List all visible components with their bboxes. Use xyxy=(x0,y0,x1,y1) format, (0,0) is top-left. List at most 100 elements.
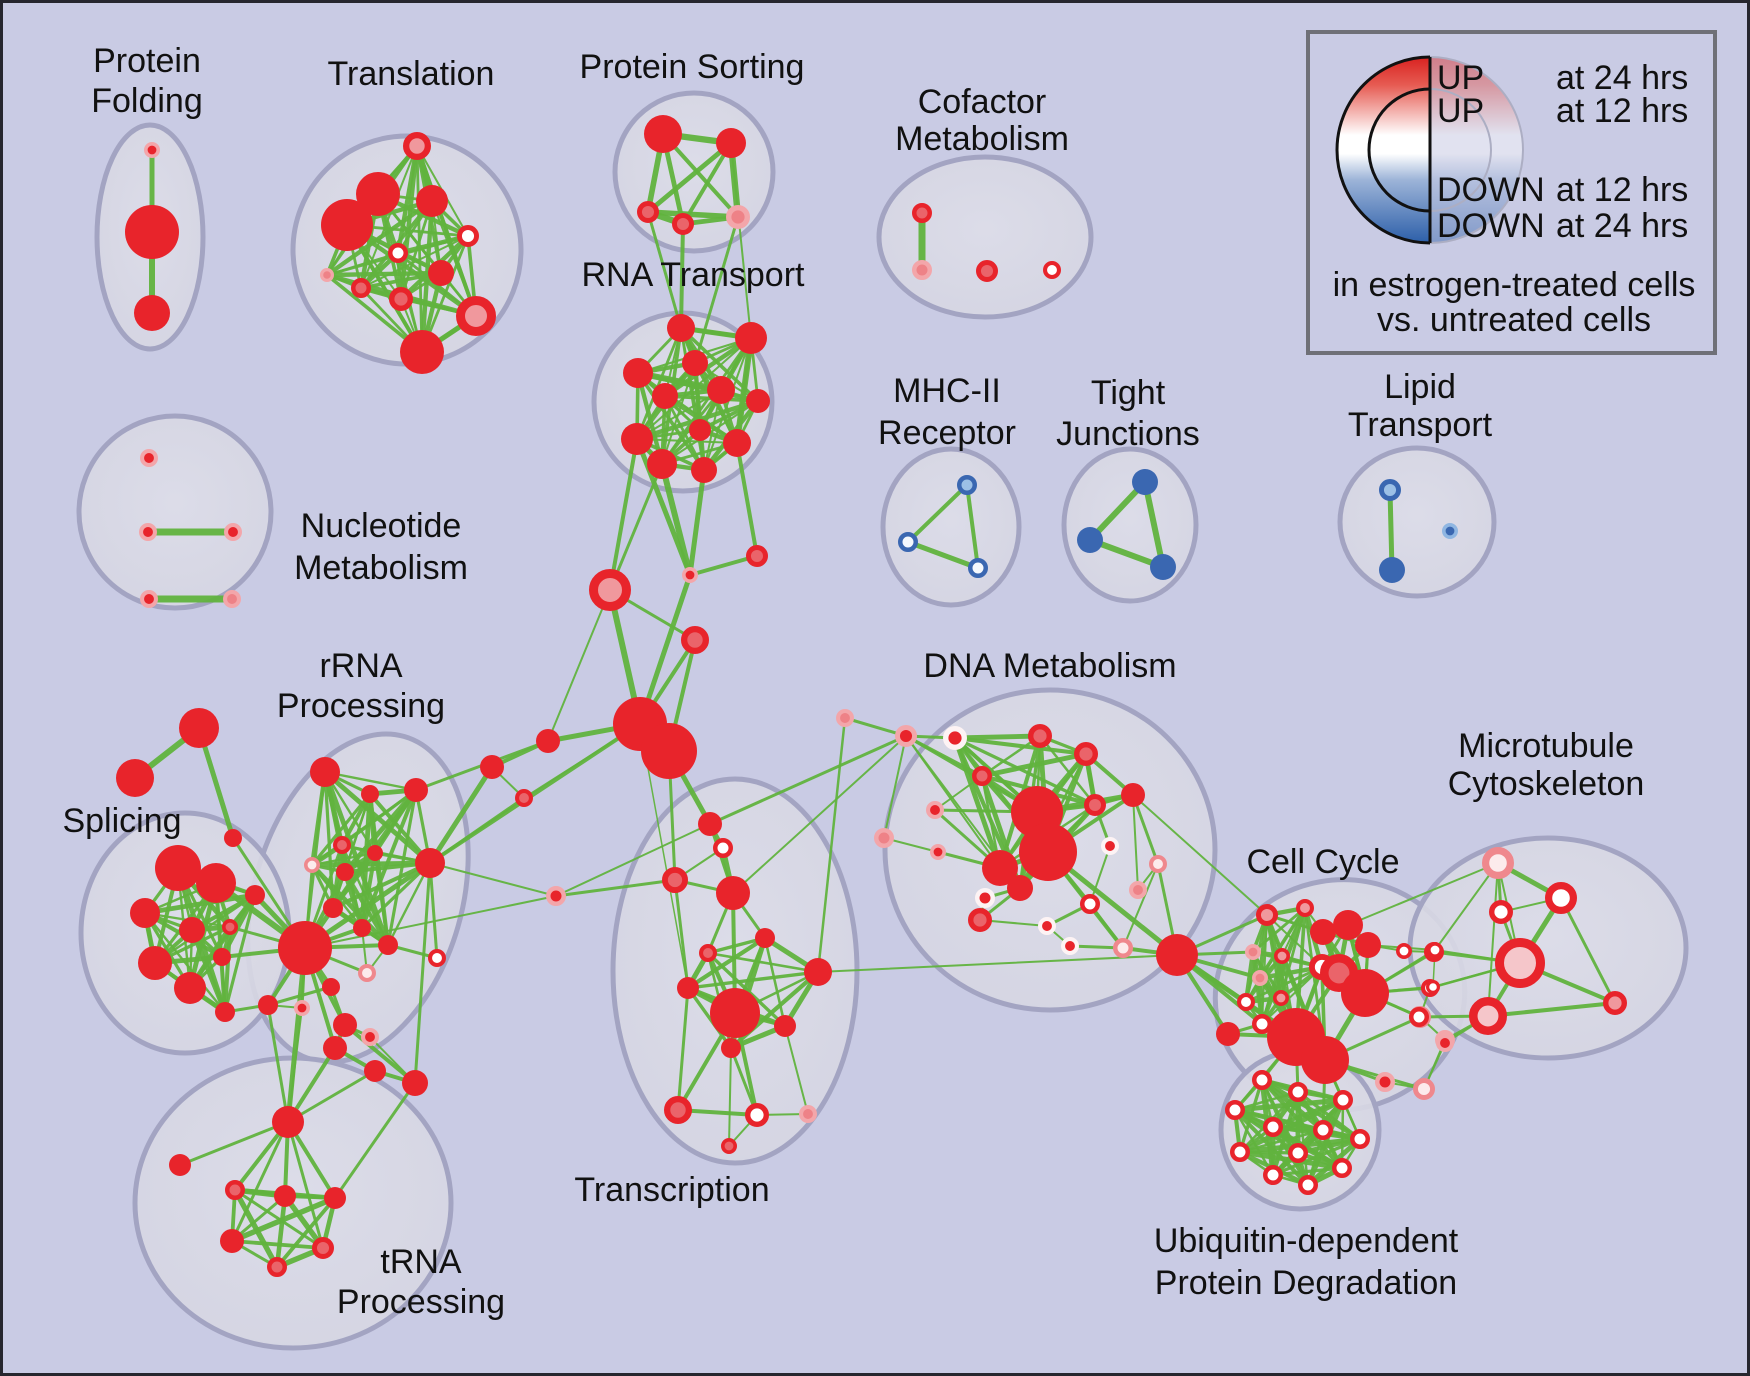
gene-node-rrna-19 xyxy=(293,999,310,1016)
gene-node-dna-1 xyxy=(836,709,855,728)
gene-node-nucleotide-0 xyxy=(139,448,158,467)
gene-node-trans-10 xyxy=(774,1015,796,1037)
interaction-edge xyxy=(330,850,378,911)
interaction-edge xyxy=(1296,1090,1310,1187)
gene-node-trans-3 xyxy=(661,866,688,893)
gene-node-rrna-5 xyxy=(404,778,428,802)
gene-node-cell-18 xyxy=(1396,942,1413,959)
legend-row-1-direction: UP xyxy=(1437,92,1484,130)
gene-node-chain-6 xyxy=(536,729,560,753)
interaction-edge xyxy=(324,270,444,278)
cluster-labels: Protein Folding Translation Protein Sorting… xyxy=(62,42,1644,1321)
gene-node-trans-7 xyxy=(804,958,832,986)
interaction-edge xyxy=(686,970,820,990)
gene-node-trna-2 xyxy=(225,1180,245,1200)
gene-node-splicing-2 xyxy=(245,885,265,905)
interaction-edge xyxy=(554,878,677,898)
interaction-edge xyxy=(816,716,847,974)
gene-node-ub-0 xyxy=(1252,1070,1272,1090)
gene-node-tight-0 xyxy=(1132,469,1158,495)
gene-node-rrna-7 xyxy=(303,856,320,873)
gene-node-cell-4 xyxy=(1245,943,1262,960)
cluster-tight-region xyxy=(1061,446,1199,604)
gene-node-splicing-9 xyxy=(215,1002,235,1022)
gene-node-cell-24 xyxy=(1412,1077,1435,1100)
interaction-edge xyxy=(386,861,432,947)
gene-node-cofactor-1 xyxy=(912,260,932,280)
gene-node-sorting-0 xyxy=(644,115,682,153)
interaction-edge xyxy=(979,751,1089,779)
interaction-edge xyxy=(1132,794,1139,891)
interaction-edge xyxy=(608,437,639,592)
interaction-edge xyxy=(431,200,477,317)
gene-node-dna-16 xyxy=(1007,875,1033,901)
gene-node-mt-3 xyxy=(1427,941,1444,958)
gene-node-trna-6 xyxy=(312,1236,335,1259)
interaction-edge xyxy=(1132,794,1268,916)
gene-node-dna-4 xyxy=(1073,742,1098,767)
gene-node-ub-9 xyxy=(1263,1165,1283,1185)
gene-node-mhc-0 xyxy=(957,475,977,495)
interaction-edge xyxy=(681,141,733,226)
interaction-edge xyxy=(730,142,752,339)
gene-node-sorting-3 xyxy=(671,213,694,236)
gene-node-trna-0 xyxy=(272,1106,304,1138)
interaction-edge xyxy=(178,1120,290,1167)
gene-node-rrna-11 xyxy=(278,921,332,975)
interaction-edge xyxy=(686,986,733,1050)
interaction-edge xyxy=(703,337,752,471)
gene-node-cell-2 xyxy=(1255,903,1278,926)
interaction-edge xyxy=(1487,862,1499,1017)
interaction-edge xyxy=(333,1081,417,1200)
interaction-edge xyxy=(326,252,399,276)
cluster-translation-label: Translation xyxy=(328,55,495,93)
gene-node-trans-0 xyxy=(546,886,566,906)
gene-node-cofactor-0 xyxy=(912,203,932,223)
gene-node-cofactor-2 xyxy=(975,260,998,283)
gene-node-chain-1 xyxy=(745,544,768,567)
gene-node-rrna-22 xyxy=(323,1036,347,1060)
legend-row-2-direction: DOWN xyxy=(1437,171,1545,209)
interaction-edge xyxy=(275,1196,337,1269)
gene-node-translation-10 xyxy=(456,296,496,336)
interaction-edge xyxy=(1087,479,1148,543)
interaction-edge xyxy=(373,851,390,947)
gene-node-ub-11 xyxy=(1298,1175,1318,1195)
interaction-edge xyxy=(1486,1001,1617,1018)
gene-node-cell-5 xyxy=(1274,947,1291,964)
cluster-dna-label: DNA Metabolism xyxy=(923,647,1176,685)
interaction-edge xyxy=(1089,845,1111,905)
interaction-edge xyxy=(1038,734,1097,807)
interaction-edge xyxy=(687,467,707,578)
gene-node-trans-13 xyxy=(745,1102,770,1127)
gene-node-dna-3 xyxy=(1027,724,1052,749)
cluster-cofactor-label: Cofactor Metabolism xyxy=(895,83,1069,158)
gene-node-translation-9 xyxy=(389,287,414,312)
legend-row-0-direction: UP xyxy=(1437,59,1484,97)
interaction-edge xyxy=(230,1239,325,1250)
cluster-sorting-label: Protein Sorting xyxy=(580,48,805,86)
interaction-edge xyxy=(965,483,980,570)
gene-node-translation-5 xyxy=(388,243,408,263)
interaction-edge xyxy=(685,935,768,991)
interaction-edge xyxy=(661,362,696,465)
gene-node-rrna-4 xyxy=(361,785,379,803)
gene-node-ub-2 xyxy=(1333,1090,1353,1110)
gene-node-lipid-0 xyxy=(1378,479,1401,502)
gene-node-dna-2 xyxy=(943,726,968,751)
gene-node-chain-7 xyxy=(480,755,504,779)
interaction-edge xyxy=(360,788,418,930)
cluster-folding-label: Protein Folding xyxy=(91,42,203,120)
interaction-edge xyxy=(1559,896,1617,1005)
gene-node-mt-4 xyxy=(1425,979,1440,994)
interaction-edge xyxy=(1131,793,1160,866)
interaction-edge xyxy=(708,734,908,826)
interaction-edge xyxy=(360,861,432,930)
legend: UP at 24 hrs UP at 12 hrs DOWN at 12 hrs DOWN a… xyxy=(1306,30,1717,355)
gene-node-dna-6 xyxy=(926,801,945,820)
gene-node-rna-8 xyxy=(689,419,711,441)
gene-node-nucleotide-4 xyxy=(222,590,241,609)
interaction-edge xyxy=(304,895,557,949)
legend-donut-left-half xyxy=(1335,55,1430,245)
